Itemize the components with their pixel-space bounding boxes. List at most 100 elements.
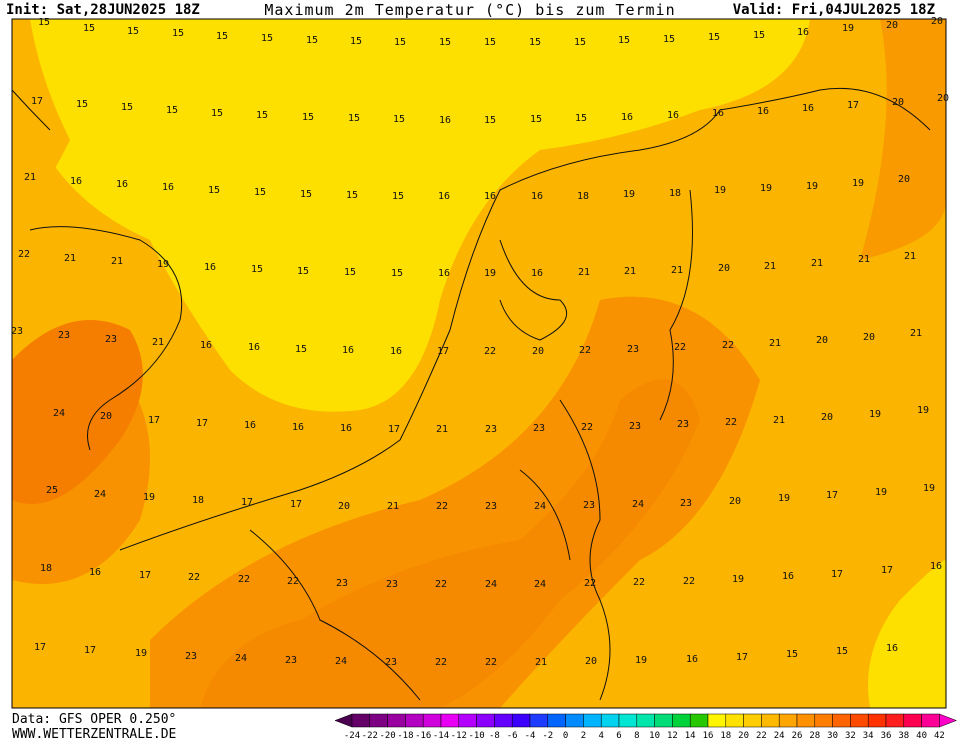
temperature-label: 20 (898, 174, 910, 185)
temperature-label: 21 (910, 328, 922, 339)
colorbar-swatch (761, 713, 780, 728)
temperature-label: 20 (892, 97, 904, 108)
temperature-label: 15 (392, 191, 404, 202)
temperature-label: 20 (821, 412, 833, 423)
temperature-label: 19 (869, 409, 881, 420)
temperature-label: 15 (439, 37, 451, 48)
colorbar-tick-label: 18 (720, 731, 731, 741)
temperature-label: 15 (254, 187, 266, 198)
temperature-label: 19 (875, 487, 887, 498)
colorbar-tick-label: -14 (433, 731, 449, 741)
colorbar-swatch (405, 713, 424, 728)
temperature-label: 20 (718, 263, 730, 274)
temperature-label: 23 (285, 655, 297, 666)
colorbar-swatch (618, 713, 638, 728)
temperature-label: 20 (100, 411, 112, 422)
temperature-label: 16 (757, 106, 769, 117)
temperature-label: 16 (930, 561, 942, 572)
temperature-label: 15 (394, 37, 406, 48)
colorbar-tick-label: 24 (774, 731, 785, 741)
temperature-label: 15 (211, 108, 223, 119)
colorbar-swatch (440, 713, 460, 728)
temperature-label: 23 (680, 498, 692, 509)
temperature-label: 22 (435, 579, 447, 590)
temperature-label: 16 (531, 191, 543, 202)
temperature-label: 17 (139, 570, 151, 581)
colorbar-tick-label: 0 (563, 731, 568, 741)
temperature-label: 17 (437, 346, 449, 357)
temperature-label: 15 (393, 114, 405, 125)
temperature-label: 23 (386, 579, 398, 590)
colorbar-swatch (387, 713, 406, 728)
temperature-label: 15 (836, 646, 848, 657)
temperature-label: 21 (904, 251, 916, 262)
map-frame (11, 18, 947, 709)
colorbar-swatch (778, 713, 798, 728)
temperature-label: 19 (923, 483, 935, 494)
temperature-label: 17 (290, 499, 302, 510)
map-title: Maximum 2m Temperatur (°C) bis zum Termi… (264, 1, 675, 19)
colorbar-tick-label: -2 (542, 731, 553, 741)
colorbar-tick-label: 6 (616, 731, 621, 741)
colorbar-tick-label: -16 (415, 731, 431, 741)
temperature-label: 23 (11, 326, 23, 337)
temperature-label: 22 (485, 657, 497, 668)
colorbar-swatch (458, 713, 477, 728)
valid-label: Valid: Fri,04JUL2025 18Z (733, 2, 935, 18)
temperature-label: 21 (535, 657, 547, 668)
temperature-label: 22 (238, 574, 250, 585)
temperature-label: 15 (346, 190, 358, 201)
temperature-label: 16 (244, 420, 256, 431)
colorbar-tick-label: 38 (898, 731, 909, 741)
temperature-label: 21 (64, 253, 76, 264)
colorbar-swatch (903, 713, 922, 728)
colorbar-swatch (494, 713, 513, 728)
temperature-label: 15 (76, 99, 88, 110)
temperature-label: 16 (621, 112, 633, 123)
temperature-label: 24 (235, 653, 247, 664)
temperature-label: 24 (534, 501, 546, 512)
colorbar-tick-label: 26 (792, 731, 803, 741)
temperature-label: 15 (306, 35, 318, 46)
colorbar-swatch (672, 713, 691, 728)
temperature-label: 21 (624, 266, 636, 277)
temperature-label: 21 (671, 265, 683, 276)
temperature-label: 15 (83, 23, 95, 34)
temperature-label: 21 (24, 172, 36, 183)
temperature-label: 17 (831, 569, 843, 580)
temperature-label: 16 (342, 345, 354, 356)
temperature-label: 18 (577, 191, 589, 202)
temperature-label: 15 (256, 110, 268, 121)
temperature-label: 15 (530, 114, 542, 125)
data-source: Data: GFS OPER 0.250° (12, 712, 176, 727)
temperature-label: 15 (663, 34, 675, 45)
colorbar-swatch (743, 713, 762, 728)
colorbar-tick-label: 14 (685, 731, 696, 741)
colorbar-swatch (583, 713, 602, 728)
temperature-label: 16 (886, 643, 898, 654)
temperature-label: 16 (531, 268, 543, 279)
temperature-label: 23 (677, 419, 689, 430)
colorbar-tick-label: 42 (934, 731, 945, 741)
temperature-label: 20 (886, 20, 898, 31)
colorbar-tick-label: 34 (863, 731, 874, 741)
temperature-label: 16 (438, 268, 450, 279)
colorbar-swatch (547, 713, 566, 728)
temperature-label: 16 (116, 179, 128, 190)
colorbar-swatch (654, 713, 673, 728)
temperature-label: 17 (826, 490, 838, 501)
temperature-label: 17 (196, 418, 208, 429)
temperature-label: 21 (111, 256, 123, 267)
temperature-label: 16 (204, 262, 216, 273)
colorbar-swatch (351, 713, 371, 728)
colorbar-swatch (796, 713, 816, 728)
colorbar-swatch (689, 713, 709, 728)
init-label: Init: Sat,28JUN2025 18Z (6, 2, 200, 18)
temperature-label: 15 (261, 33, 273, 44)
colorbar-swatch (850, 713, 869, 728)
temperature-label: 15 (708, 32, 720, 43)
colorbar-tick-label: 36 (881, 731, 892, 741)
temperature-label: 20 (729, 496, 741, 507)
temperature-label: 15 (391, 268, 403, 279)
